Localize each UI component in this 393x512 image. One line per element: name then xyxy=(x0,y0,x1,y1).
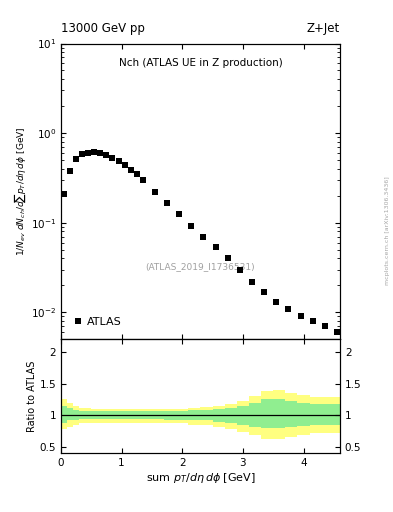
Y-axis label: $1/N_{ev}\ dN_{ch}/d\!\sum p_T/d\eta\,d\phi\ [\mathrm{GeV}]$: $1/N_{ev}\ dN_{ch}/d\!\sum p_T/d\eta\,d\… xyxy=(13,126,28,256)
ATLAS xyxy=(310,318,315,324)
ATLAS xyxy=(80,151,84,157)
ATLAS xyxy=(274,299,279,305)
ATLAS xyxy=(92,150,97,156)
ATLAS xyxy=(298,313,303,319)
ATLAS xyxy=(322,323,327,329)
Line: ATLAS: ATLAS xyxy=(61,150,340,335)
ATLAS xyxy=(152,189,157,195)
Text: mcplots.cern.ch [arXiv:1306.3436]: mcplots.cern.ch [arXiv:1306.3436] xyxy=(385,176,389,285)
ATLAS xyxy=(189,223,194,229)
ATLAS xyxy=(134,171,139,177)
ATLAS xyxy=(140,177,145,183)
ATLAS xyxy=(237,267,242,273)
ATLAS xyxy=(122,162,127,168)
ATLAS xyxy=(110,155,115,161)
Text: Z+Jet: Z+Jet xyxy=(307,22,340,35)
ATLAS xyxy=(128,167,133,173)
ATLAS xyxy=(68,168,72,174)
ATLAS xyxy=(213,244,218,250)
Text: (ATLAS_2019_I1736531): (ATLAS_2019_I1736531) xyxy=(146,263,255,271)
Y-axis label: Ratio to ATLAS: Ratio to ATLAS xyxy=(27,360,37,432)
ATLAS xyxy=(225,255,230,262)
ATLAS xyxy=(177,211,182,217)
ATLAS xyxy=(86,150,90,156)
Text: 13000 GeV pp: 13000 GeV pp xyxy=(61,22,145,35)
ATLAS xyxy=(62,191,66,197)
ATLAS xyxy=(250,279,254,285)
ATLAS xyxy=(116,158,121,164)
ATLAS xyxy=(74,156,79,162)
ATLAS xyxy=(104,152,109,158)
ATLAS xyxy=(286,306,291,312)
Text: Nch (ATLAS UE in Z production): Nch (ATLAS UE in Z production) xyxy=(119,58,282,68)
X-axis label: sum $p_T/d\eta\,d\phi$ [GeV]: sum $p_T/d\eta\,d\phi$ [GeV] xyxy=(145,471,255,485)
ATLAS xyxy=(98,150,103,156)
ATLAS xyxy=(334,329,339,335)
Legend: ATLAS: ATLAS xyxy=(70,314,125,330)
ATLAS xyxy=(262,289,266,295)
ATLAS xyxy=(201,233,206,240)
ATLAS xyxy=(165,200,169,206)
